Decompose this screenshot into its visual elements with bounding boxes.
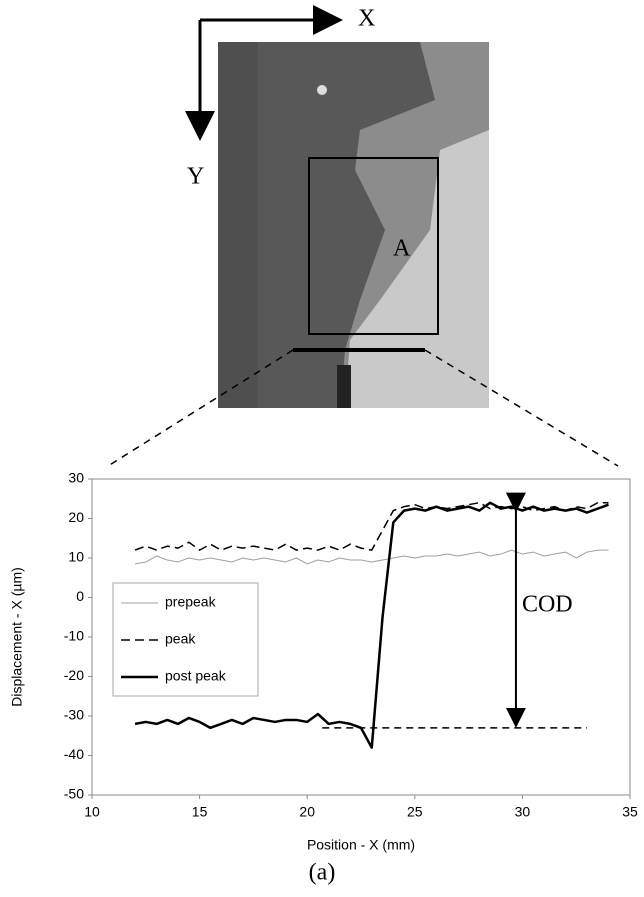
legend-label: peak — [165, 631, 196, 647]
series-line — [135, 550, 608, 564]
y-tick-label: 20 — [68, 509, 84, 525]
y-tick-label: -50 — [64, 786, 84, 802]
legend-label: post peak — [165, 668, 227, 684]
x-tick-label: 10 — [84, 804, 100, 820]
x-tick-label: 35 — [622, 804, 638, 820]
y-tick-label: 10 — [68, 549, 84, 565]
y-direction-label: Y — [187, 164, 204, 190]
legend-label: prepeak — [165, 594, 217, 610]
y-axis-title: Displacement - X (µm) — [9, 567, 25, 707]
x-tick-label: 20 — [299, 804, 315, 820]
specimen-image — [218, 42, 489, 408]
figure: X Y A Position - X (mm) Displacement - X… — [0, 0, 644, 892]
x-axis-title: Position - X (mm) — [307, 837, 415, 853]
x-tick-label: 30 — [515, 804, 531, 820]
y-tick-label: -40 — [64, 746, 84, 762]
y-tick-label: 0 — [76, 588, 84, 604]
y-tick-label: -10 — [64, 628, 84, 644]
x-direction-label: X — [358, 6, 375, 32]
series-line — [135, 503, 608, 550]
region-label: A — [393, 236, 411, 262]
annotation-label: COD — [522, 592, 573, 618]
page: X Y A Position - X (mm) Displacement - X… — [0, 0, 644, 897]
caption: (a) — [309, 860, 336, 886]
x-tick-label: 15 — [192, 804, 208, 820]
y-tick-label: -20 — [64, 667, 84, 683]
y-tick-label: 30 — [68, 470, 84, 486]
x-tick-label: 25 — [407, 804, 423, 820]
y-tick-label: -30 — [64, 707, 84, 723]
